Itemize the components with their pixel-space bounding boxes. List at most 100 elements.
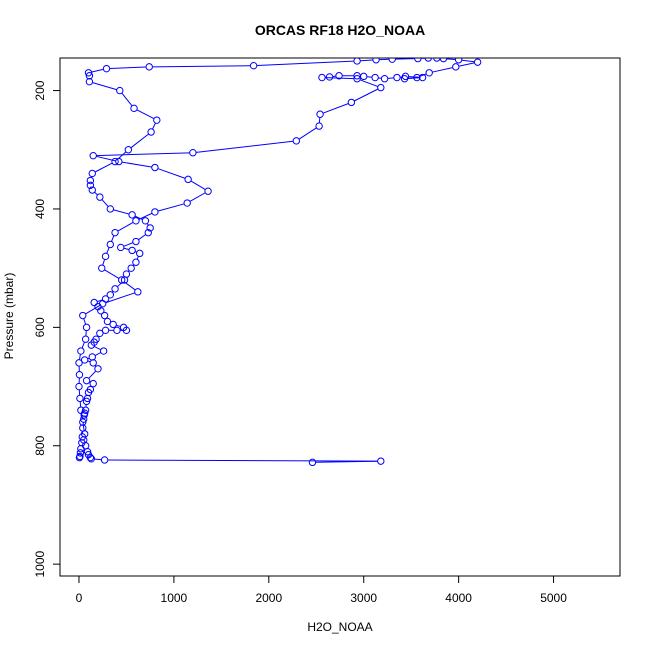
- series-segment: [87, 360, 91, 363]
- data-point: [189, 149, 197, 157]
- y-axis: 200 400 600 800 1000: [33, 80, 61, 578]
- chart-title: ORCAS RF18 H2O_NOAA: [255, 22, 425, 38]
- data-point: [79, 418, 87, 426]
- series-segment: [136, 256, 139, 260]
- data-point: [86, 181, 95, 189]
- series-segment: [79, 354, 81, 360]
- plot-area: [75, 58, 482, 467]
- data-point: [393, 73, 401, 82]
- data-point: [184, 175, 192, 184]
- data-point: [439, 58, 448, 63]
- data-point: [102, 64, 111, 73]
- series-segment: [106, 247, 110, 254]
- data-point: [388, 58, 396, 63]
- data-point: [401, 72, 410, 81]
- series-segment: [257, 60, 354, 67]
- data-point: [122, 270, 131, 278]
- data-point: [115, 157, 123, 166]
- data-point: [151, 208, 159, 216]
- data-point: [418, 73, 427, 82]
- data-point: [82, 376, 91, 385]
- data-point: [86, 176, 95, 185]
- data-point: [101, 252, 110, 261]
- data-point: [151, 163, 159, 172]
- data-point: [130, 104, 138, 113]
- series-segment: [101, 199, 109, 207]
- data-point: [145, 63, 153, 71]
- y-tick-label: 600: [33, 317, 47, 337]
- series-segment: [94, 458, 102, 461]
- x-tick-label: 3000: [350, 591, 377, 605]
- series-segment: [122, 161, 152, 168]
- data-point: [92, 335, 100, 343]
- series-segment: [109, 66, 146, 70]
- data-point: [81, 335, 90, 343]
- data-point: [377, 457, 385, 465]
- data-point: [98, 264, 106, 272]
- x-tick-label: 4000: [445, 591, 472, 605]
- data-point: [82, 323, 91, 332]
- series-segment: [323, 103, 349, 114]
- data-point: [96, 329, 104, 337]
- series-segment: [111, 235, 115, 242]
- data-point: [454, 58, 463, 64]
- data-point: [77, 347, 85, 355]
- data-point: [81, 406, 90, 414]
- series-segment: [315, 460, 378, 463]
- data-point: [85, 72, 94, 80]
- data-point: [433, 58, 441, 62]
- data-point: [414, 58, 422, 63]
- y-tick-label: 800: [33, 435, 47, 455]
- series-segment: [298, 127, 317, 140]
- series-segment: [94, 346, 101, 351]
- data-point: [452, 63, 460, 71]
- series-segment: [113, 209, 129, 215]
- data-point: [76, 394, 84, 403]
- data-point: [308, 458, 317, 467]
- series-segment: [91, 68, 104, 73]
- data-point: [141, 217, 150, 225]
- data-point: [84, 69, 93, 77]
- data-point: [424, 58, 432, 62]
- series-segment: [83, 318, 87, 325]
- x-tick-label: 1000: [161, 591, 188, 605]
- data-point: [347, 98, 356, 107]
- data-point: [116, 86, 124, 95]
- series-segment: [117, 222, 134, 232]
- y-tick-label: 400: [33, 199, 47, 219]
- series-segment: [432, 67, 453, 73]
- series-segment: [105, 292, 135, 304]
- series-segment: [459, 62, 475, 67]
- data-point: [89, 151, 97, 160]
- data-point: [88, 353, 96, 361]
- data-point: [77, 406, 85, 414]
- data-point: [132, 237, 140, 246]
- data-point: [100, 311, 109, 320]
- series-segment: [190, 180, 206, 190]
- series-segment: [138, 212, 153, 220]
- data-point: [204, 187, 212, 195]
- series-segment: [123, 242, 133, 247]
- series-segment: [123, 247, 129, 251]
- data-point: [101, 326, 110, 335]
- series-segment: [92, 82, 117, 91]
- data-point: [106, 205, 115, 213]
- data-point: [88, 186, 96, 194]
- data-point: [117, 243, 125, 252]
- data-point: [377, 83, 385, 92]
- y-axis-label: Pressure (mbar): [2, 273, 16, 360]
- data-point: [89, 379, 97, 388]
- data-point: [109, 320, 117, 329]
- series-segment: [102, 259, 105, 266]
- series-segment: [130, 133, 149, 149]
- data-point: [99, 299, 107, 308]
- data-point: [86, 453, 95, 462]
- series-layer: [75, 58, 482, 467]
- series-segment: [419, 73, 427, 77]
- data-point: [144, 228, 152, 237]
- data-point: [119, 323, 128, 332]
- series-segment: [152, 65, 251, 68]
- data-point: [132, 217, 140, 225]
